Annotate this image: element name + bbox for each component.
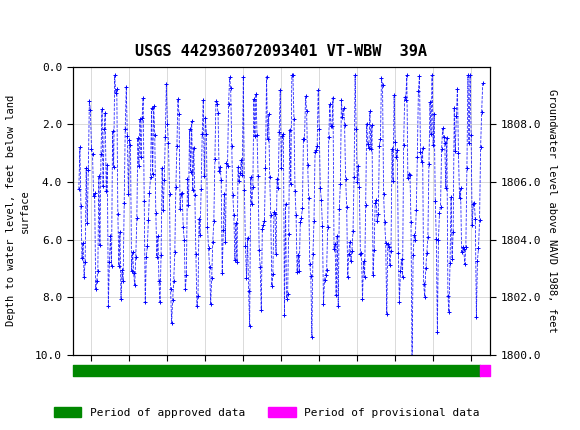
Y-axis label: Groundwater level above NAVD 1988, feet: Groundwater level above NAVD 1988, feet xyxy=(546,89,557,332)
Text: ▩: ▩ xyxy=(3,10,24,30)
Legend: Period of approved data, Period of provisional data: Period of approved data, Period of provi… xyxy=(49,403,484,422)
Text: USGS: USGS xyxy=(44,11,99,29)
Bar xyxy=(3,3,35,37)
Y-axis label: Depth to water level, feet below land
surface: Depth to water level, feet below land su… xyxy=(6,95,30,326)
Title: USGS 442936072093401 VT-WBW  39A: USGS 442936072093401 VT-WBW 39A xyxy=(135,43,427,58)
